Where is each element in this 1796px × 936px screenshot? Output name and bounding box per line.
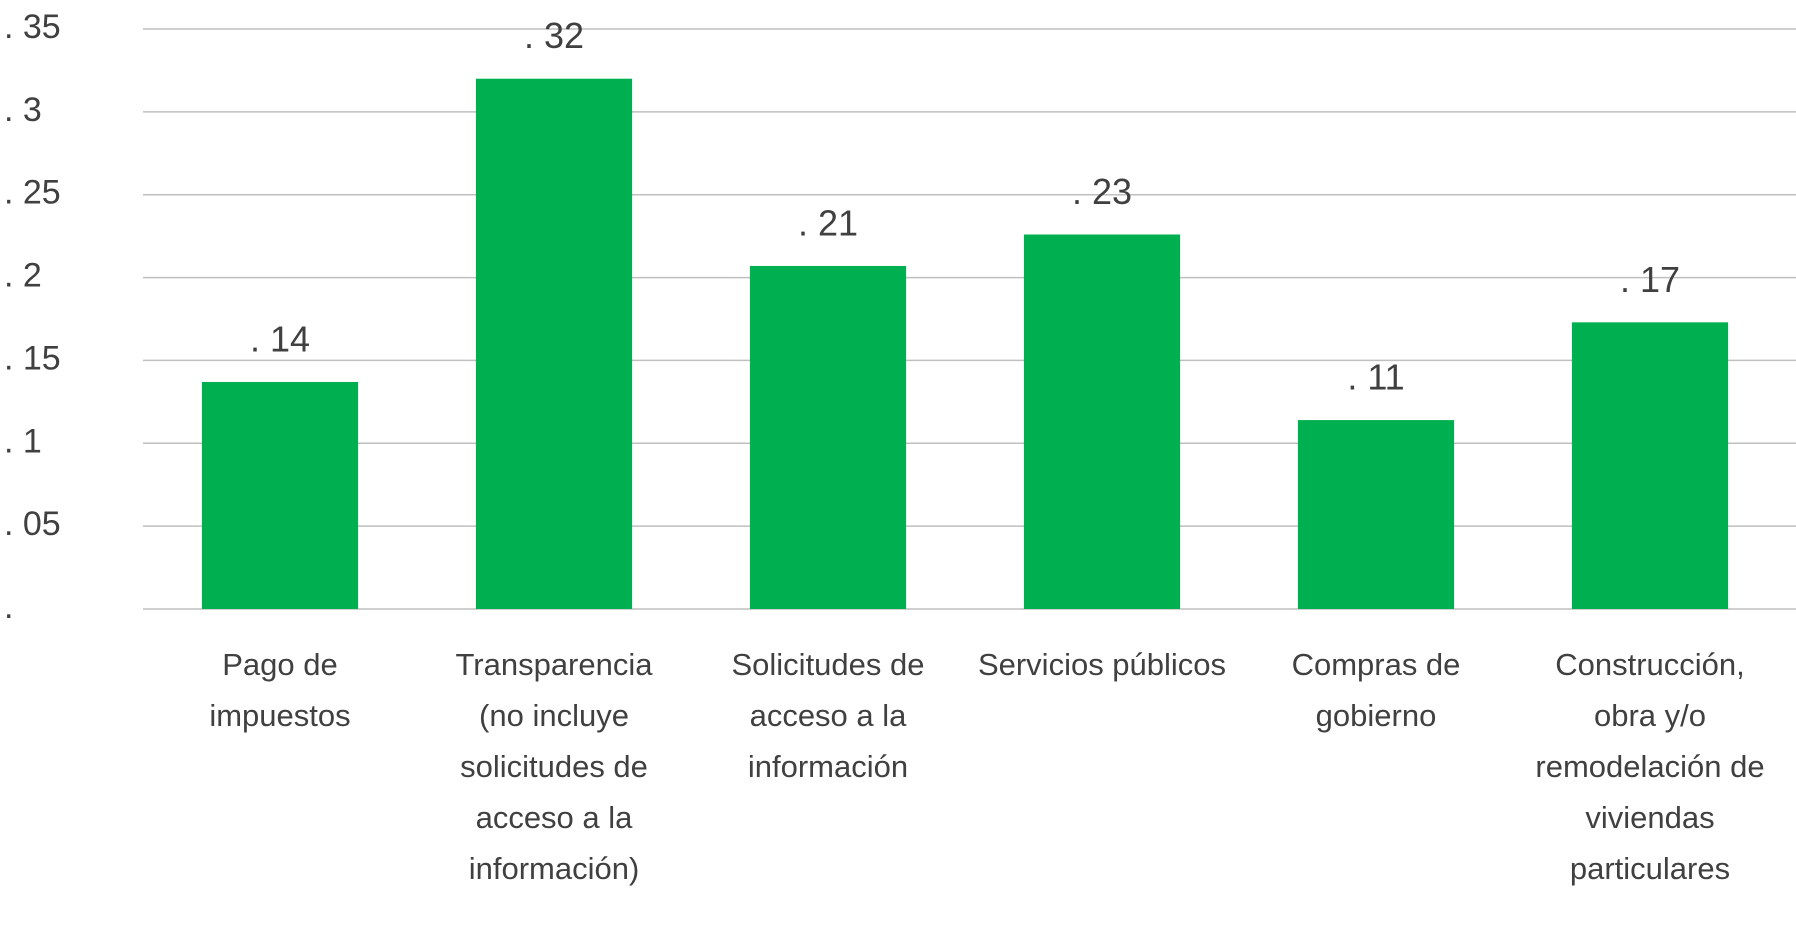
bar	[1297, 420, 1455, 609]
data-label: . 11	[1347, 357, 1404, 398]
y-tick-label: .	[4, 588, 13, 626]
x-tick-label: Solicitudes de acceso a la información	[731, 647, 925, 784]
data-label: . 14	[250, 318, 310, 359]
bar	[1023, 234, 1181, 609]
data-label: . 21	[798, 202, 858, 243]
data-label: . 17	[1620, 259, 1680, 300]
y-tick-label: . 25	[4, 174, 61, 212]
data-label: . 32	[524, 15, 584, 56]
x-tick-label: Compras de gobierno	[1291, 647, 1461, 733]
y-tick-label: . 05	[4, 505, 61, 543]
y-tick-label: . 3	[4, 91, 42, 129]
x-tick-label: Transparencia (no incluye solicitudes de…	[455, 647, 653, 886]
bar	[201, 381, 359, 609]
x-tick-label: Pago de impuestos	[209, 647, 351, 733]
y-tick-label: . 1	[4, 422, 42, 460]
y-tick-label: . 35	[4, 8, 61, 46]
data-label: . 23	[1072, 171, 1132, 212]
y-tick-label: . 2	[4, 257, 42, 295]
bar	[749, 265, 907, 609]
x-tick-label: Construcción, obra y/o remodelación de v…	[1535, 647, 1765, 886]
x-tick-label: Servicios públicos	[977, 647, 1227, 682]
bar	[1571, 322, 1729, 609]
bar	[475, 78, 633, 609]
y-tick-label: . 15	[4, 339, 61, 377]
